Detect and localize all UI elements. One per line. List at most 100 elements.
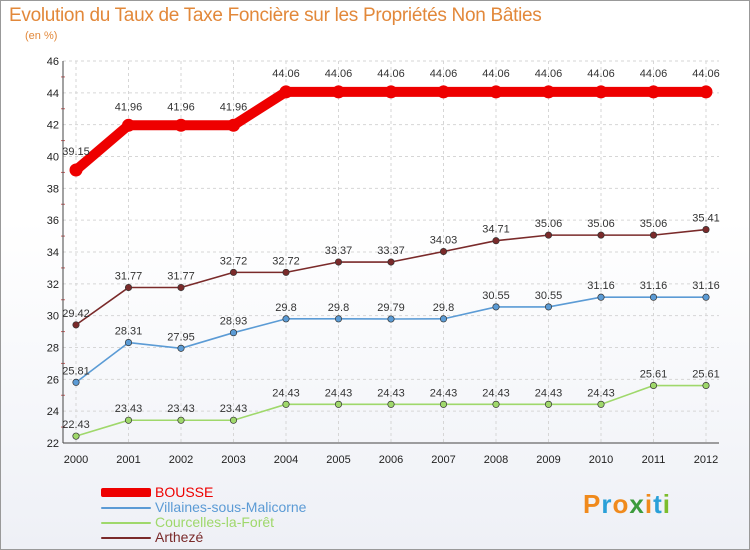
data-label: 35.06 xyxy=(640,218,668,230)
data-point xyxy=(702,226,710,234)
data-label: 44.06 xyxy=(535,68,563,80)
data-label: 32.72 xyxy=(272,255,300,267)
data-label: 33.37 xyxy=(377,245,405,257)
data-label: 29.8 xyxy=(275,302,296,314)
data-label: 29.42 xyxy=(62,308,90,320)
data-label: 35.06 xyxy=(587,218,615,230)
data-label: 24.43 xyxy=(482,387,510,399)
data-label: 34.03 xyxy=(430,235,458,247)
data-point xyxy=(279,85,293,99)
logo-letter: t xyxy=(653,489,663,519)
legend-label: Villaines-sous-Malicorne xyxy=(155,499,307,515)
data-point xyxy=(69,163,83,177)
data-label: 44.06 xyxy=(430,68,458,80)
data-point xyxy=(544,400,553,408)
data-point xyxy=(437,85,450,99)
data-label: 32.72 xyxy=(220,255,248,267)
y-tick-label: 22 xyxy=(47,438,59,450)
data-point xyxy=(699,85,713,99)
y-tick-label: 38 xyxy=(47,183,59,195)
data-label: 31.16 xyxy=(640,280,668,292)
data-point xyxy=(594,85,608,99)
data-label: 24.43 xyxy=(535,387,563,399)
data-label: 24.43 xyxy=(272,387,300,399)
data-point xyxy=(492,400,500,408)
x-tick-label: 2000 xyxy=(64,454,88,466)
data-label: 33.37 xyxy=(325,245,353,257)
data-point xyxy=(384,85,398,99)
legend-swatch xyxy=(101,488,151,497)
data-point xyxy=(702,381,710,390)
data-label: 35.06 xyxy=(535,218,563,230)
legend-swatch xyxy=(101,522,151,524)
data-label: 25.61 xyxy=(640,369,668,381)
data-point xyxy=(387,315,395,323)
logo-letter: i xyxy=(644,489,654,519)
data-point xyxy=(124,416,133,424)
series-layer xyxy=(69,85,713,440)
data-point xyxy=(124,283,133,292)
x-tick-label: 2009 xyxy=(536,454,560,466)
legend-item: Courcelles-la-Forêt xyxy=(101,514,361,530)
legend-item: BOUSSE xyxy=(101,484,361,500)
data-label: 31.77 xyxy=(115,270,143,282)
y-tick-label: 28 xyxy=(47,343,59,355)
x-tick-label: 2011 xyxy=(642,454,666,466)
data-point xyxy=(387,400,395,408)
logo-letter: r xyxy=(601,489,613,519)
data-label: 31.16 xyxy=(692,280,720,292)
data-point xyxy=(334,315,343,323)
data-point xyxy=(177,416,185,424)
data-label: 30.55 xyxy=(482,290,510,302)
data-label: 44.06 xyxy=(692,68,720,80)
data-label: 23.43 xyxy=(167,403,195,415)
data-point xyxy=(227,118,240,132)
data-point xyxy=(597,231,605,239)
data-point xyxy=(439,247,448,256)
legend-item: Villaines-sous-Malicorne xyxy=(101,499,361,515)
logo-letter: P xyxy=(583,489,602,519)
data-label: 34.71 xyxy=(482,224,510,236)
data-point xyxy=(439,315,448,323)
y-tick-label: 32 xyxy=(47,279,59,291)
y-tick-label: 34 xyxy=(47,247,59,259)
data-point xyxy=(334,400,343,408)
logo-letter: i xyxy=(662,489,671,519)
legend-label: BOUSSE xyxy=(155,484,214,500)
x-tick-label: 2006 xyxy=(379,454,403,466)
x-tick-label: 2008 xyxy=(484,454,508,466)
y-tick-label: 44 xyxy=(47,88,59,100)
x-tick-label: 2012 xyxy=(694,454,718,466)
data-point xyxy=(649,381,658,390)
data-point xyxy=(174,118,188,132)
data-point xyxy=(647,85,660,99)
legend: BOUSSE Villaines-sous-Malicorne Courcelles… xyxy=(101,484,361,545)
x-tick-label: 2002 xyxy=(169,454,193,466)
data-point xyxy=(702,293,710,301)
data-label: 23.43 xyxy=(115,403,143,415)
data-point xyxy=(439,400,448,408)
data-point xyxy=(334,258,343,266)
axes: 22 24 26 28 30 32 34 36 38 40 42 44 46 2000 2001 2002 20… xyxy=(47,56,719,466)
logo-letter: x xyxy=(629,489,645,519)
data-label: 28.31 xyxy=(115,326,143,338)
data-point xyxy=(597,400,605,408)
data-point xyxy=(489,85,503,99)
data-label: 41.96 xyxy=(167,101,195,113)
legend-label: Courcelles-la-Forêt xyxy=(155,514,275,530)
x-tick-label: 2003 xyxy=(221,454,245,466)
x-tick-label: 2004 xyxy=(274,454,298,466)
y-tick-label: 42 xyxy=(47,120,59,132)
legend-swatch xyxy=(101,507,151,509)
data-point xyxy=(492,303,500,311)
data-point xyxy=(544,231,553,239)
data-label: 24.43 xyxy=(377,387,405,399)
data-point xyxy=(124,339,133,347)
data-label: 25.81 xyxy=(62,365,90,377)
data-label: 22.43 xyxy=(62,419,90,431)
data-label: 24.43 xyxy=(325,387,353,399)
y-tick-label: 40 xyxy=(47,152,59,164)
y-tick-label: 24 xyxy=(47,406,59,418)
data-label: 30.55 xyxy=(535,290,563,302)
x-tick-label: 2010 xyxy=(589,454,613,466)
